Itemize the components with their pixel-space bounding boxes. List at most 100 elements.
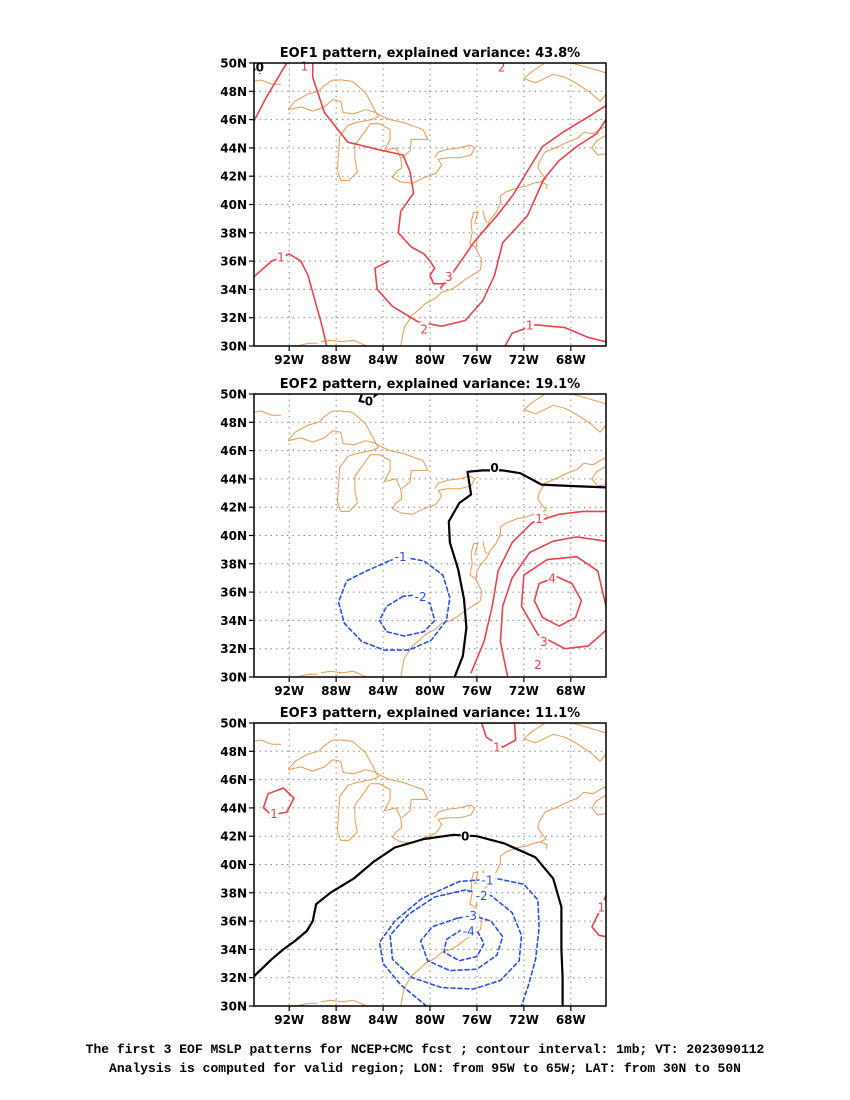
contour-zero: [254, 833, 564, 1006]
coastlines: [254, 63, 606, 346]
contour-label: 0: [256, 61, 264, 75]
y-tick-label: 46N: [220, 113, 247, 127]
contour-label-bg: [490, 460, 500, 474]
caption-line-2: Analysis is computed for valid region; L…: [109, 1061, 741, 1076]
x-tick-label: 72W: [509, 353, 539, 367]
y-tick-label: 34N: [220, 283, 247, 297]
y-tick-label: 46N: [220, 444, 247, 458]
y-tick-label: 38N: [220, 886, 247, 900]
y-tick-label: 32N: [220, 642, 247, 656]
contour-label-bg: [525, 317, 535, 331]
coastline: [469, 211, 479, 249]
contour-label-bg: [460, 829, 470, 843]
contour-label: 2: [534, 658, 542, 672]
y-tick-label: 40N: [220, 198, 247, 212]
y-tick-label: 36N: [220, 915, 247, 929]
coastline: [591, 134, 606, 156]
contour-label: 1: [270, 807, 278, 821]
y-tick-label: 48N: [220, 416, 247, 430]
y-tick-label: 36N: [220, 586, 247, 600]
y-tick-label: 34N: [220, 614, 247, 628]
contour-negative: [337, 555, 451, 651]
contour-label-bg: [539, 634, 549, 648]
contour-label-bg: [534, 511, 544, 525]
contour-negative: [443, 928, 485, 962]
y-tick-label: 50N: [220, 717, 247, 731]
contour-label-bg: [547, 570, 557, 584]
contour-label-bg: [492, 740, 502, 754]
y-tick-label: 30N: [220, 340, 247, 354]
x-tick-label: 68W: [556, 353, 586, 367]
y-tick-label: 40N: [220, 529, 247, 543]
contour-label: -1: [482, 874, 494, 888]
contours: [254, 63, 606, 346]
contour-positive: [254, 253, 328, 346]
panel-title: EOF2 pattern, explained variance: 19.1%: [280, 377, 580, 392]
contour-label: 0: [365, 395, 373, 409]
contours: [337, 394, 606, 677]
x-tick-label: 88W: [321, 684, 351, 698]
coastline: [523, 723, 606, 762]
contour-label-bg: [444, 269, 454, 283]
contour-positive: [470, 510, 606, 674]
coastline: [320, 339, 380, 346]
coastline: [375, 112, 429, 159]
x-tick-label: 76W: [462, 353, 492, 367]
coastline: [400, 126, 606, 346]
coastline: [375, 772, 429, 819]
contour-positive: [499, 536, 606, 677]
coastline: [570, 63, 606, 74]
coastline: [320, 670, 380, 677]
coastline: [570, 723, 606, 734]
contour-label-bg: [269, 806, 279, 820]
contour-label-bg: [596, 899, 606, 913]
y-tick-label: 42N: [220, 830, 247, 844]
coastline: [482, 210, 488, 224]
contour-positive: [533, 575, 583, 627]
x-tick-label: 76W: [462, 1013, 492, 1027]
coastlines: [254, 723, 606, 1006]
contour-negative: [389, 889, 523, 990]
contour-label-bg: [463, 908, 480, 922]
y-tick-label: 30N: [220, 671, 247, 685]
y-tick-label: 44N: [220, 801, 247, 815]
y-tick-label: 42N: [220, 170, 247, 184]
contour-label: 1: [526, 318, 534, 332]
y-tick-label: 38N: [220, 557, 247, 571]
coastline: [254, 673, 318, 677]
contour-label: 1: [277, 250, 285, 264]
x-tick-label: 84W: [368, 684, 398, 698]
coastline: [254, 79, 281, 85]
contour-zero: [447, 469, 606, 677]
contour-label: 2: [498, 61, 506, 75]
contour-label-bg: [479, 873, 496, 887]
contour-label-bg: [419, 322, 429, 336]
coastline: [400, 457, 606, 677]
x-tick-label: 88W: [321, 1013, 351, 1027]
contour-label: 1: [597, 900, 605, 914]
y-tick-label: 40N: [220, 858, 247, 872]
contour-label-bg: [276, 249, 286, 263]
x-tick-label: 80W: [415, 1013, 445, 1027]
x-tick-label: 92W: [274, 1013, 304, 1027]
contour-positive: [262, 787, 295, 816]
y-tick-label: 50N: [220, 57, 247, 71]
y-tick-label: 34N: [220, 943, 247, 957]
coastline: [254, 1002, 318, 1006]
x-tick-label: 80W: [415, 353, 445, 367]
coastline: [254, 739, 281, 745]
panel-title: EOF1 pattern, explained variance: 43.8%: [280, 46, 580, 61]
coastline: [320, 999, 380, 1006]
caption-line-1: The first 3 EOF MSLP patterns for NCEP+C…: [85, 1042, 765, 1057]
x-tick-label: 92W: [274, 353, 304, 367]
contour-label: -2: [415, 590, 427, 604]
x-tick-label: 72W: [509, 1013, 539, 1027]
x-tick-label: 68W: [556, 1013, 586, 1027]
y-tick-label: 44N: [220, 472, 247, 486]
coastline: [400, 786, 606, 1006]
contour-label: 3: [540, 635, 548, 649]
y-tick-label: 42N: [220, 501, 247, 515]
contour-label-bg: [473, 888, 490, 902]
contour-label: -1: [395, 550, 407, 564]
x-tick-label: 80W: [415, 684, 445, 698]
